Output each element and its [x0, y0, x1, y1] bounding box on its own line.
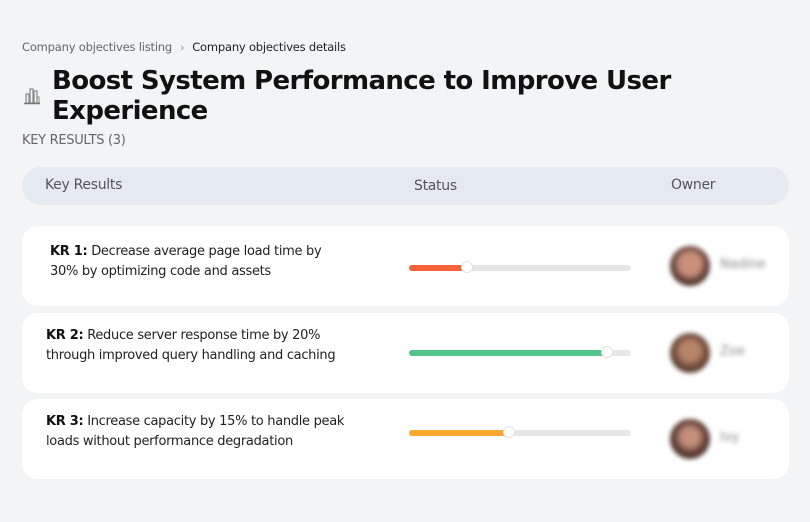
key-results-table-header: Key Results Status Owner — [22, 167, 789, 205]
key-result-row[interactable]: KR 1: Decrease average page load time by… — [22, 226, 789, 306]
owner-name: Ivy — [720, 430, 740, 445]
column-header-owner: Owner — [671, 177, 716, 193]
key-result-text: KR 3: Increase capacity by 15% to handle… — [46, 412, 346, 452]
chevron-right-icon: › — [180, 40, 185, 54]
progress-knob — [461, 262, 472, 272]
column-header-status: Status — [414, 178, 457, 194]
progress-fill — [409, 430, 509, 436]
column-header-key-results: Key Results — [45, 177, 123, 193]
key-result-text: KR 2: Reduce server response time by 20%… — [46, 326, 346, 366]
key-result-id: KR 1: — [50, 244, 88, 259]
progress-knob — [601, 347, 612, 357]
key-result-id: KR 2: — [46, 328, 84, 343]
key-result-text: KR 1: Decrease average page load time by… — [50, 242, 350, 282]
progress-bar — [409, 262, 631, 272]
title-row: Boost System Performance to Improve User… — [22, 66, 810, 126]
page-title: Boost System Performance to Improve User… — [52, 66, 671, 126]
progress-knob — [503, 427, 514, 437]
key-results-section-label: KEY RESULTS (3) — [22, 133, 126, 148]
key-result-description: Decrease average page load time by 30% b… — [50, 244, 322, 279]
key-result-id: KR 3: — [46, 414, 84, 429]
key-result-description: Increase capacity by 15% to handle peak … — [46, 414, 345, 449]
owner-name: Nadine — [720, 257, 766, 272]
breadcrumb-link-listing[interactable]: Company objectives listing — [22, 40, 172, 54]
key-result-row[interactable]: KR 2: Reduce server response time by 20%… — [22, 313, 789, 393]
city-buildings-icon — [22, 86, 42, 106]
avatar — [670, 419, 710, 459]
avatar — [670, 333, 710, 373]
progress-bar — [409, 347, 631, 357]
key-result-row[interactable]: KR 3: Increase capacity by 15% to handle… — [22, 399, 789, 479]
breadcrumb: Company objectives listing › Company obj… — [22, 40, 346, 54]
avatar — [670, 246, 710, 286]
progress-fill — [409, 350, 607, 356]
breadcrumb-current: Company objectives details — [192, 40, 346, 54]
progress-bar — [409, 427, 631, 437]
owner-name: Zoe — [720, 344, 745, 359]
key-result-description: Reduce server response time by 20% throu… — [46, 328, 336, 363]
progress-fill — [409, 265, 467, 271]
